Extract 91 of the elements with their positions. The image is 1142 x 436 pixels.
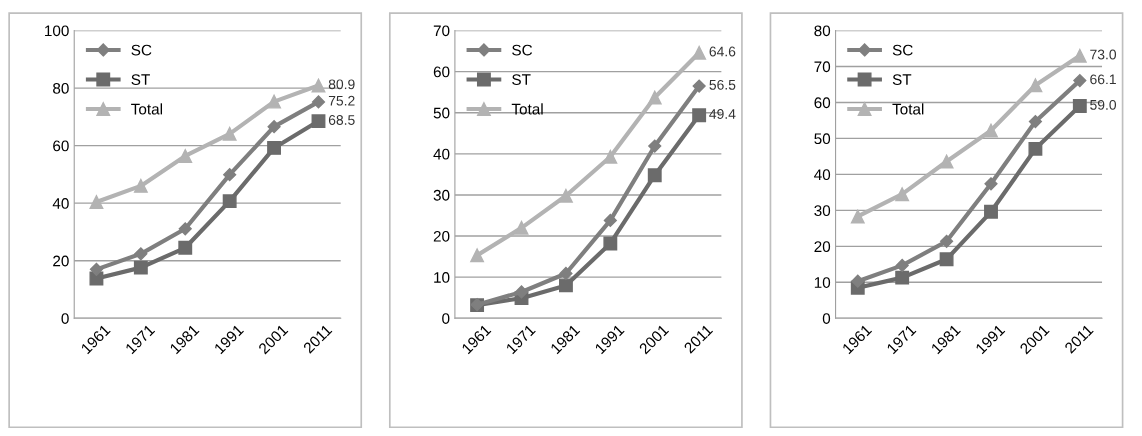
legend-label: SC (512, 44, 533, 56)
point (311, 114, 326, 129)
y-tick-label: 10 (814, 277, 831, 288)
point (647, 168, 662, 183)
data-label: 73.0 (1090, 49, 1117, 60)
point (267, 140, 282, 155)
y-tick-label: 40 (52, 198, 69, 209)
legend-label: SC (131, 44, 152, 56)
legend-label: ST (892, 74, 912, 86)
y-tick-label: 30 (433, 189, 450, 201)
point (267, 120, 281, 134)
point (133, 178, 148, 193)
legend-label: ST (512, 74, 531, 86)
y-tick-label: 0 (442, 313, 450, 324)
y-tick-label: 80 (53, 82, 69, 94)
point (1072, 48, 1087, 63)
point (1028, 141, 1043, 156)
point (939, 252, 954, 267)
point (851, 274, 865, 288)
point (223, 168, 237, 182)
y-tick-label: 30 (814, 205, 831, 217)
point (895, 187, 910, 202)
y-tick-label: 40 (433, 148, 450, 160)
point (895, 258, 909, 272)
y-tick-label: 20 (433, 230, 450, 242)
y-tick-label: 60 (433, 66, 450, 78)
point (984, 123, 998, 138)
y-tick-label: 60 (53, 140, 69, 152)
y-tick-label: 20 (53, 255, 69, 267)
point (1028, 78, 1043, 93)
point (89, 271, 104, 286)
point (1073, 73, 1087, 88)
y-tick-label: 40 (814, 169, 831, 181)
point (222, 194, 237, 209)
y-tick-label: 100 (45, 25, 69, 37)
data-label: 66.1 (1090, 74, 1116, 85)
data-label: 75.2 (328, 95, 355, 106)
point (311, 95, 326, 109)
point (559, 266, 573, 281)
point (603, 236, 618, 251)
y-tick-label: 20 (814, 241, 831, 253)
point (692, 45, 707, 60)
legend-label: Total (131, 103, 162, 115)
point (648, 139, 662, 153)
data-label: 64.6 (709, 46, 736, 57)
point (603, 213, 617, 228)
point (267, 94, 282, 109)
legend-label: Total (511, 103, 543, 115)
point (89, 262, 104, 276)
y-tick-label: 0 (822, 313, 831, 324)
y-tick-label: 60 (814, 97, 831, 109)
y-tick-label: 50 (433, 107, 450, 119)
y-tick-label: 50 (814, 133, 831, 145)
point (558, 278, 573, 293)
point (895, 270, 910, 285)
data-label: 59.0 (1090, 99, 1117, 110)
point (692, 79, 706, 93)
point (311, 78, 326, 93)
point (647, 90, 662, 105)
point (940, 234, 954, 248)
point (558, 188, 573, 203)
data-label: 56.5 (709, 79, 736, 90)
data-label: 80.9 (328, 79, 355, 90)
point (692, 108, 707, 123)
y-tick-label: 10 (434, 272, 450, 283)
y-tick-label: 70 (433, 25, 450, 37)
point (89, 195, 104, 209)
point (984, 204, 998, 219)
point (1072, 99, 1087, 114)
point (178, 222, 192, 236)
legend-label: ST (131, 74, 150, 86)
legend-label: SC (892, 44, 913, 56)
data-label: 68.5 (328, 115, 355, 125)
point (222, 126, 237, 141)
point (178, 240, 193, 255)
y-tick-label: 0 (61, 313, 69, 324)
point (850, 209, 865, 224)
point (470, 248, 485, 263)
point (178, 149, 193, 163)
point (939, 154, 954, 169)
point (134, 247, 148, 261)
point (984, 177, 998, 191)
data-label: 49.4 (709, 109, 736, 119)
point (1028, 114, 1043, 129)
point (514, 285, 529, 299)
point (603, 149, 618, 164)
point (133, 260, 148, 275)
point (514, 220, 529, 235)
y-tick-label: 80 (814, 25, 831, 37)
y-tick-label: 70 (814, 61, 831, 73)
legend-label: Total (892, 103, 924, 115)
